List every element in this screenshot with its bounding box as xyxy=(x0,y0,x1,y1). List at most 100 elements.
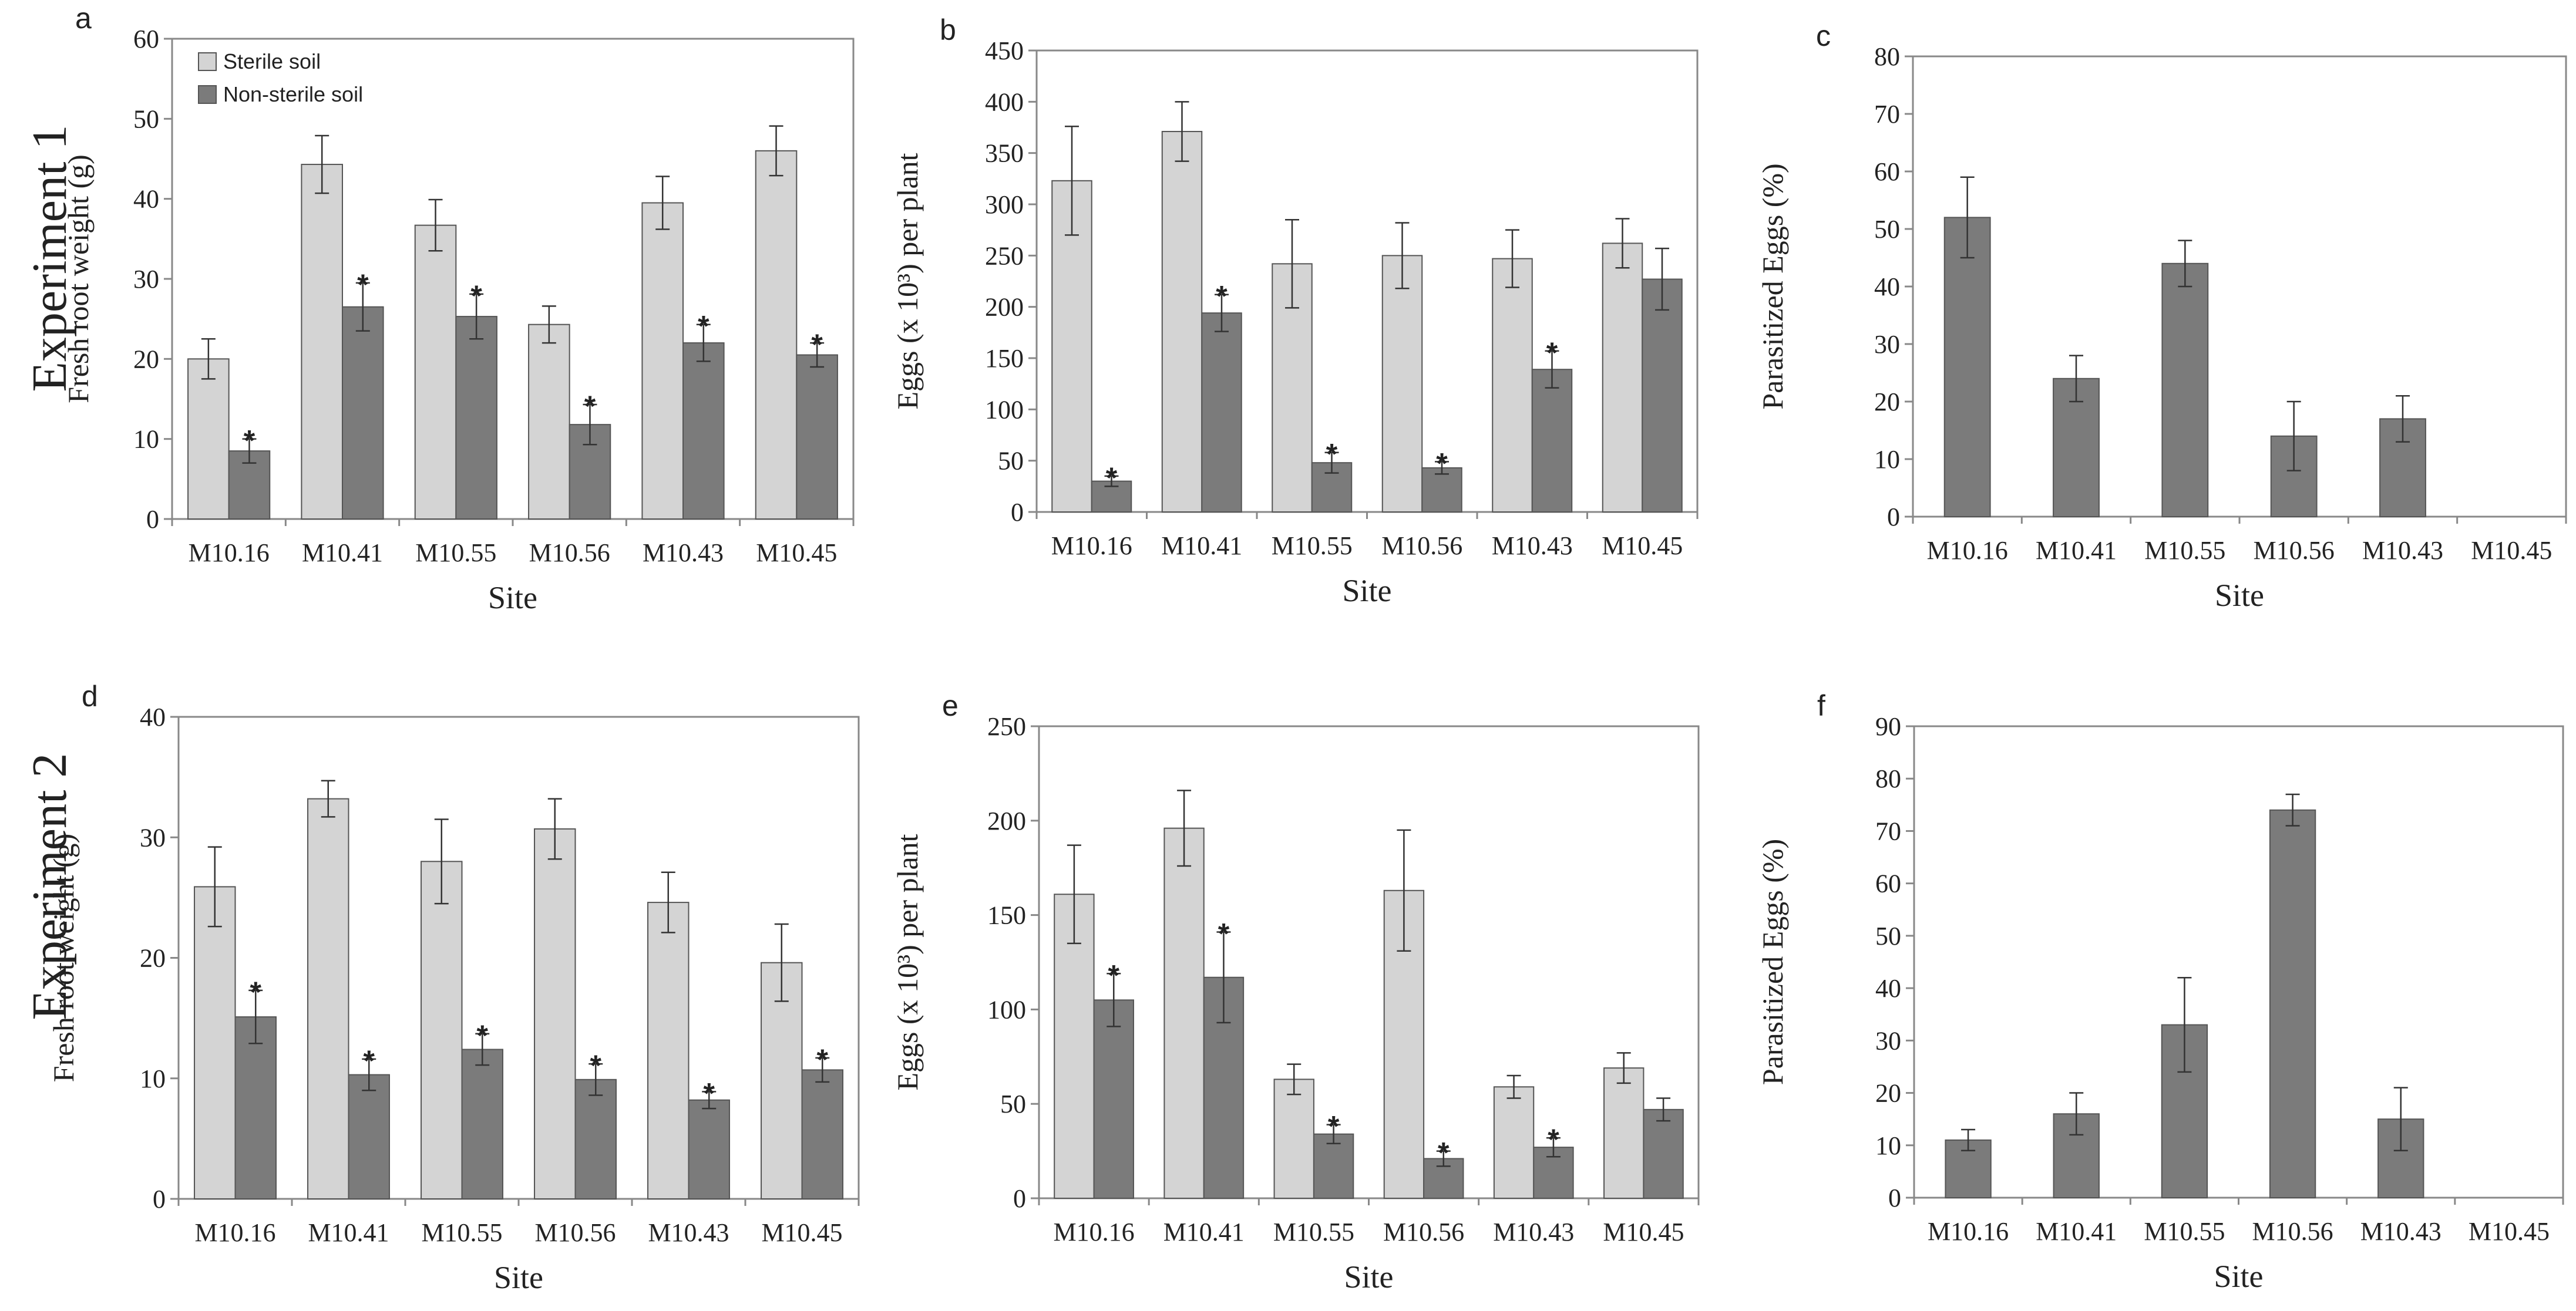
panel-letter-b: b xyxy=(940,14,956,46)
plot-frame xyxy=(1035,49,1699,513)
x-category-label: M10.43 xyxy=(1492,531,1573,560)
x-category-label: M10.41 xyxy=(2036,1217,2117,1246)
y-tick-label: 0 xyxy=(1011,498,1024,527)
y-tick-label: 100 xyxy=(987,995,1026,1024)
x-category-label: M10.41 xyxy=(302,538,383,567)
bar-non-sterile xyxy=(348,1074,390,1200)
y-tick-label: 10 xyxy=(133,425,159,454)
bar-non-sterile xyxy=(1313,1133,1354,1199)
y-axis-title: Fresh root weight (g) xyxy=(47,834,80,1083)
y-tick-label: 20 xyxy=(1874,387,1900,416)
bar-non-sterile xyxy=(455,316,497,520)
x-category-label: M10.16 xyxy=(189,538,270,567)
y-tick-label: 150 xyxy=(987,901,1026,930)
x-category-label: M10.41 xyxy=(1163,1218,1245,1246)
bar-sterile xyxy=(421,861,463,1200)
significance-marker: * xyxy=(357,268,369,301)
y-tick-label: 200 xyxy=(985,293,1024,322)
y-tick-label: 10 xyxy=(1874,445,1900,474)
x-axis-title: Site xyxy=(2214,1259,2263,1294)
bar-sterile xyxy=(641,202,684,520)
y-tick-label: 30 xyxy=(140,823,166,852)
x-category-label: M10.45 xyxy=(761,1218,842,1247)
bar-sterile xyxy=(755,150,798,520)
bar-non-sterile xyxy=(688,1099,730,1199)
significance-marker: * xyxy=(704,1077,715,1110)
significance-marker: * xyxy=(470,279,482,312)
y-tick-label: 20 xyxy=(133,345,159,373)
x-category-label: M10.45 xyxy=(2471,536,2552,565)
x-category-label: M10.55 xyxy=(1273,1218,1354,1246)
y-tick-label: 10 xyxy=(140,1064,166,1093)
x-category-label: M10.45 xyxy=(1602,531,1683,560)
significance-marker: * xyxy=(1328,1110,1340,1143)
y-tick-label: 90 xyxy=(1875,712,1901,741)
bar-non-sterile xyxy=(2269,809,2316,1199)
y-tick-label: 20 xyxy=(1875,1079,1901,1108)
y-tick-label: 0 xyxy=(146,505,159,534)
y-axis-title: Parasitized Eggs (%) xyxy=(1756,839,1789,1085)
plot-frame xyxy=(1913,725,2564,1199)
significance-marker: * xyxy=(1106,461,1118,494)
panel-e: e 0 50 100 150 200 250 M10.16 M10.41 M10.55 M10.56… xyxy=(891,689,1700,1295)
significance-marker: * xyxy=(1216,280,1228,313)
y-tick-label: 250 xyxy=(985,241,1024,270)
y-tick-label: 80 xyxy=(1875,764,1901,793)
bar-sterile xyxy=(1381,255,1423,513)
panel-letter-d: d xyxy=(82,680,98,713)
panel-c: c 0 10 20 30 40 50 60 70 80 M10.16 M10.41 M10.55 M10.… xyxy=(1756,19,2567,613)
bar-sterile xyxy=(414,224,457,520)
bar-non-sterile xyxy=(1642,278,1683,513)
y-tick-label: 50 xyxy=(1875,922,1901,951)
x-axis-title: Site xyxy=(2215,578,2264,613)
significance-marker: * xyxy=(364,1044,375,1077)
x-category-label: M10.56 xyxy=(534,1218,616,1247)
significance-marker: * xyxy=(584,390,596,423)
x-category-label: M10.43 xyxy=(2362,536,2443,565)
y-tick-label: 40 xyxy=(1874,272,1900,301)
panel-letter-f: f xyxy=(1817,689,1825,722)
y-tick-label: 0 xyxy=(1887,503,1900,531)
experiment-1-label: Experiment 1 xyxy=(22,125,77,392)
bar-non-sterile xyxy=(342,306,384,520)
panel-a: a 0 10 20 30 40 50 60 M10.16 M10.41 M10.55 M10.56 M1… xyxy=(62,2,855,615)
bar-non-sterile xyxy=(2377,1118,2424,1198)
x-category-label: M10.55 xyxy=(415,538,496,567)
bar-sterile xyxy=(528,323,570,520)
significance-marker: * xyxy=(590,1049,602,1082)
x-category-label: M10.56 xyxy=(2254,536,2335,565)
bar-sterile xyxy=(1051,180,1092,513)
y-axis-title: Parasitized Eggs (%) xyxy=(1756,163,1789,409)
x-category-label: M10.45 xyxy=(2469,1217,2550,1246)
y-tick-label: 30 xyxy=(1874,330,1900,359)
y-tick-label: 450 xyxy=(985,36,1024,65)
bar-non-sterile xyxy=(801,1069,843,1199)
x-category-label: M10.43 xyxy=(648,1218,729,1247)
significance-marker: * xyxy=(244,424,255,457)
bar-sterile xyxy=(1602,242,1643,513)
x-category-label: M10.41 xyxy=(2036,536,2117,565)
panel-d: d 0 10 20 30 40 M10.16 M10.41 M10.55 M10.56 M10.43… xyxy=(47,680,860,1295)
bar-non-sterile xyxy=(234,1016,277,1199)
bar-non-sterile xyxy=(796,354,838,520)
significance-marker: * xyxy=(1326,438,1338,471)
bar-sterile xyxy=(1163,827,1205,1199)
y-tick-label: 60 xyxy=(1875,869,1901,898)
significance-marker: * xyxy=(1438,1137,1450,1170)
y-tick-label: 400 xyxy=(985,87,1024,116)
bar-sterile xyxy=(1161,130,1203,513)
y-tick-label: 350 xyxy=(985,139,1024,168)
bar-sterile xyxy=(534,828,576,1199)
panel-f: f 0 10 20 30 40 50 60 70 80 90 M10.16 M10.41 M10.55 M1… xyxy=(1756,689,2564,1294)
bar-non-sterile xyxy=(461,1049,503,1199)
bar-non-sterile xyxy=(1201,312,1242,513)
x-category-label: M10.43 xyxy=(643,538,724,567)
y-tick-label: 250 xyxy=(987,712,1026,741)
plot-frame xyxy=(1038,725,1700,1199)
x-axis-title: Site xyxy=(1342,573,1391,608)
y-tick-label: 60 xyxy=(133,25,159,53)
y-tick-label: 100 xyxy=(985,395,1024,424)
y-tick-label: 50 xyxy=(133,105,159,133)
x-category-label: M10.56 xyxy=(1383,1218,1464,1246)
bar-sterile xyxy=(1493,1086,1535,1199)
